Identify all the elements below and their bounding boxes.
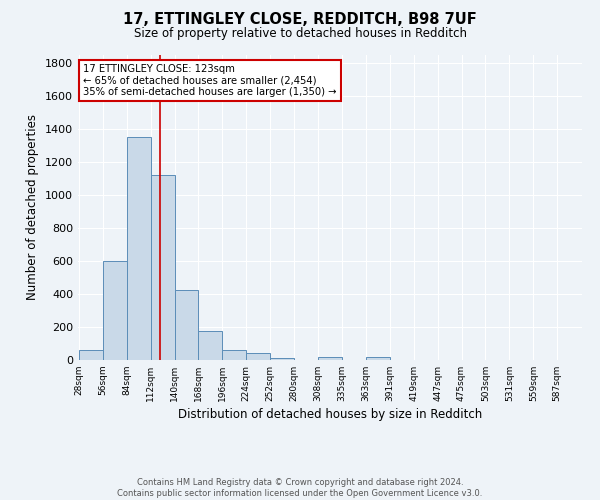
Bar <box>270 358 294 360</box>
Text: Contains HM Land Registry data © Crown copyright and database right 2024.
Contai: Contains HM Land Registry data © Crown c… <box>118 478 482 498</box>
Bar <box>151 176 175 360</box>
Bar <box>246 354 270 360</box>
Bar <box>79 350 103 360</box>
Bar <box>318 356 342 360</box>
Bar <box>199 331 223 360</box>
X-axis label: Distribution of detached houses by size in Redditch: Distribution of detached houses by size … <box>178 408 482 421</box>
Bar <box>127 138 151 360</box>
Bar <box>366 356 390 360</box>
Bar <box>175 290 199 360</box>
Text: Size of property relative to detached houses in Redditch: Size of property relative to detached ho… <box>133 28 467 40</box>
Text: 17, ETTINGLEY CLOSE, REDDITCH, B98 7UF: 17, ETTINGLEY CLOSE, REDDITCH, B98 7UF <box>123 12 477 28</box>
Text: 17 ETTINGLEY CLOSE: 123sqm
← 65% of detached houses are smaller (2,454)
35% of s: 17 ETTINGLEY CLOSE: 123sqm ← 65% of deta… <box>83 64 337 98</box>
Bar <box>103 261 127 360</box>
Y-axis label: Number of detached properties: Number of detached properties <box>26 114 40 300</box>
Bar <box>223 350 246 360</box>
